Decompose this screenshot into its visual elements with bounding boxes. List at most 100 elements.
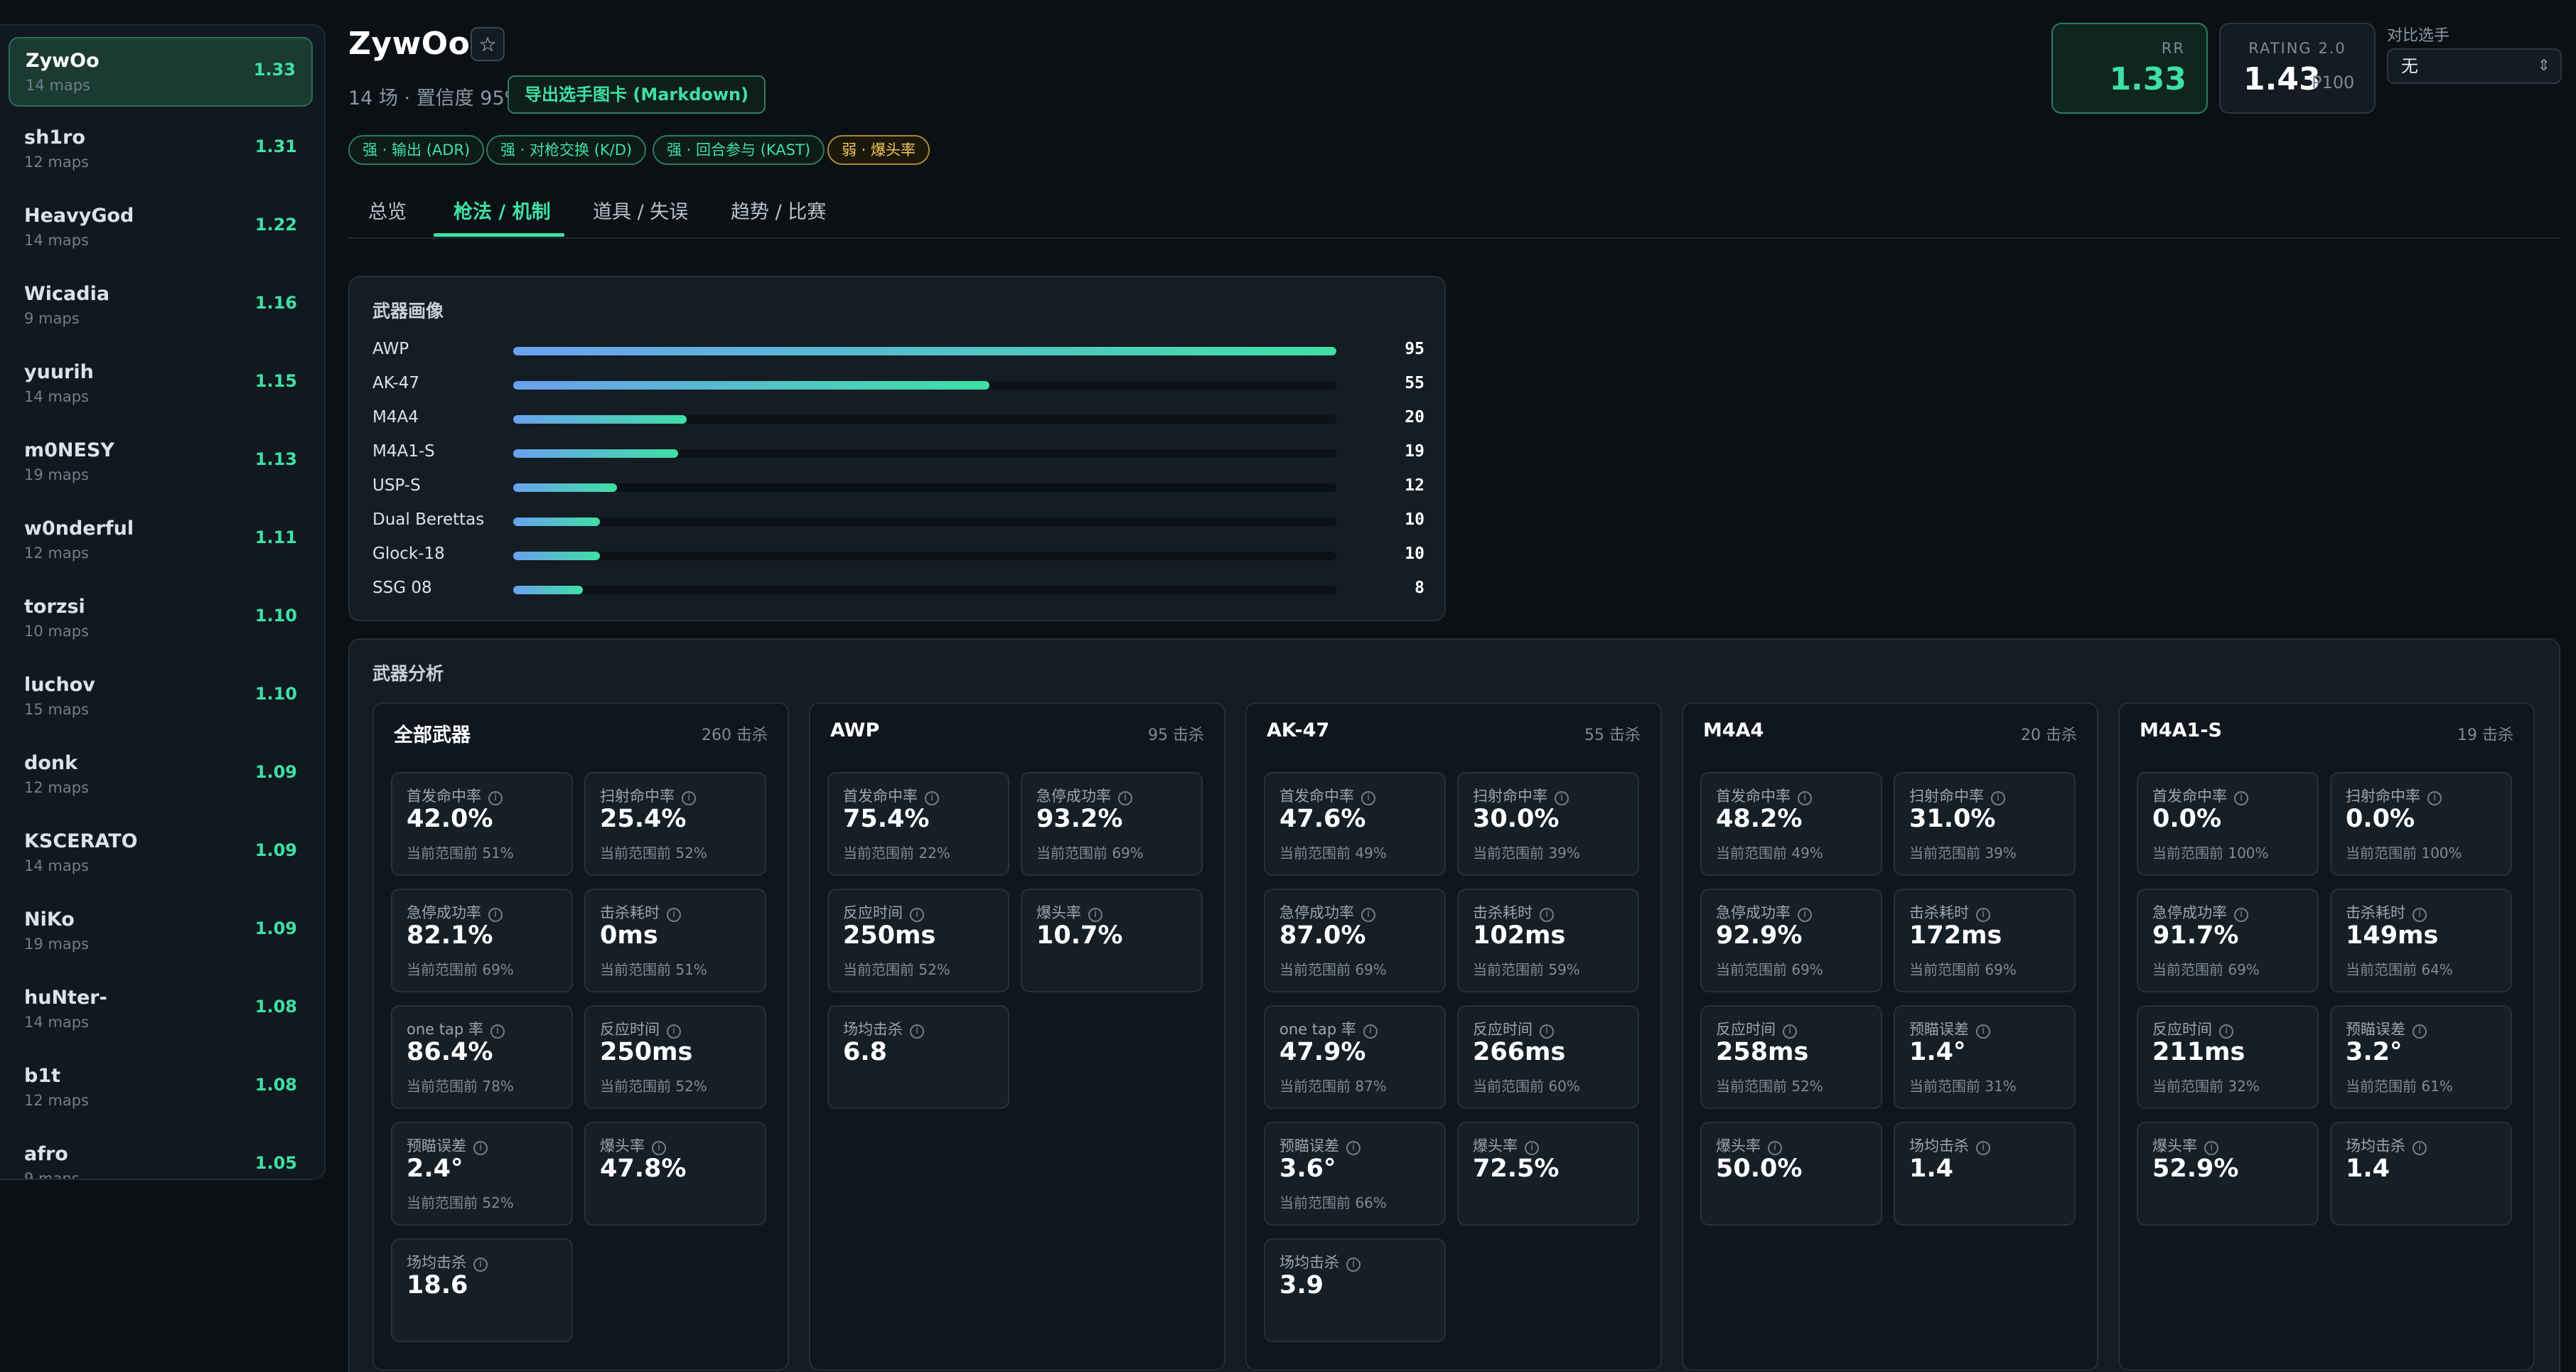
metric-percentile: 当前范围前 61%: [2346, 1078, 2453, 1095]
info-icon[interactable]: i: [1976, 1024, 1990, 1039]
metric-value: 266ms: [1473, 1038, 1566, 1066]
rr-value: 1.33: [2109, 61, 2186, 97]
tab-item[interactable]: 总览: [368, 201, 407, 223]
tab-item[interactable]: 趋势 / 比赛: [731, 201, 827, 223]
weapon-bar-row: Glock-18 10: [372, 542, 1424, 570]
info-icon[interactable]: i: [1361, 791, 1375, 805]
info-icon[interactable]: i: [1118, 791, 1132, 805]
metric-value: 25.4%: [600, 805, 687, 833]
metric-box: 预瞄误差 i 3.2° 当前范围前 61%: [2330, 1005, 2512, 1109]
metric-box: 扫射命中率 i 25.4% 当前范围前 52%: [584, 772, 766, 876]
metric-label-text: 爆头率: [2152, 1137, 2197, 1154]
metric-label-text: 爆头率: [1473, 1137, 1518, 1154]
info-icon[interactable]: i: [1540, 908, 1554, 922]
info-icon[interactable]: i: [667, 908, 681, 922]
metric-label-text: 爆头率: [600, 1137, 645, 1154]
info-icon[interactable]: i: [2234, 908, 2248, 922]
info-icon[interactable]: i: [490, 1024, 505, 1039]
sidebar-player-item[interactable]: w0nderful 12 maps 1.11: [9, 506, 313, 576]
info-icon[interactable]: i: [2413, 1141, 2427, 1155]
info-icon[interactable]: i: [910, 908, 924, 922]
metric-box: 首发命中率 i 47.6% 当前范围前 49%: [1264, 772, 1446, 876]
metric-percentile: 当前范围前 52%: [407, 1194, 514, 1211]
metric-value: 1.4°: [1909, 1038, 1966, 1066]
info-icon[interactable]: i: [1976, 908, 1990, 922]
info-icon[interactable]: i: [1363, 1024, 1378, 1039]
info-icon[interactable]: i: [1783, 1024, 1797, 1039]
weapon-card: M4A4 20 击杀 首发命中率 i 48.2% 当前范围前 49% 扫射命中率 i 31.0%…: [1682, 702, 2098, 1371]
metric-percentile: 当前范围前 69%: [1716, 961, 1823, 978]
sidebar-player-item[interactable]: torzsi 10 maps 1.10: [9, 584, 313, 654]
info-icon[interactable]: i: [1798, 908, 1812, 922]
info-icon[interactable]: i: [488, 791, 503, 805]
weapon-bar-value: 20: [1405, 408, 1424, 427]
sidebar-player-item[interactable]: NiKo 19 maps 1.09: [9, 897, 313, 967]
info-icon[interactable]: i: [1555, 791, 1569, 805]
sidebar-player-rating: 1.11: [254, 527, 297, 547]
metric-percentile: 当前范围前 52%: [600, 845, 707, 862]
info-icon[interactable]: i: [1768, 1141, 1782, 1155]
metric-value: 149ms: [2346, 921, 2439, 950]
sidebar-player-rating: 1.33: [253, 60, 296, 80]
metric-value: 172ms: [1909, 921, 2002, 950]
sidebar-player-item[interactable]: yuurih 14 maps 1.15: [9, 350, 313, 419]
tab-item[interactable]: 道具 / 失误: [593, 201, 689, 223]
metric-label-text: 首发命中率: [407, 788, 481, 805]
sidebar-player-item[interactable]: KSCERATO 14 maps 1.09: [9, 819, 313, 889]
info-icon[interactable]: i: [2413, 1024, 2427, 1039]
info-icon[interactable]: i: [1798, 791, 1812, 805]
sidebar-player-item[interactable]: afro 9 maps 1.05: [9, 1132, 313, 1179]
favorite-star-icon[interactable]: ☆: [471, 27, 505, 61]
info-icon[interactable]: i: [1346, 1258, 1361, 1272]
metric-percentile: 当前范围前 52%: [843, 961, 950, 978]
metric-box: 场均击杀 i 3.9: [1264, 1238, 1446, 1342]
info-icon[interactable]: i: [1991, 791, 2005, 805]
export-card-button[interactable]: 导出选手图卡 (Markdown): [508, 75, 766, 114]
metric-label-text: 预瞄误差: [407, 1137, 466, 1154]
info-icon[interactable]: i: [2234, 791, 2248, 805]
weapon-bar-row: USP-S 12: [372, 473, 1424, 502]
tab-item[interactable]: 枪法 / 机制: [454, 201, 551, 223]
sidebar-player-item[interactable]: Wicadia 9 maps 1.16: [9, 272, 313, 341]
sidebar-player-item[interactable]: ZywOo 14 maps 1.33: [9, 37, 313, 107]
weapon-bar-value: 10: [1405, 545, 1424, 563]
info-icon[interactable]: i: [488, 908, 503, 922]
info-icon[interactable]: i: [2219, 1024, 2233, 1039]
metric-value: 47.9%: [1279, 1038, 1366, 1066]
info-icon[interactable]: i: [2204, 1141, 2218, 1155]
info-icon[interactable]: i: [2413, 908, 2427, 922]
info-icon[interactable]: i: [473, 1258, 488, 1272]
info-icon[interactable]: i: [925, 791, 939, 805]
metric-label: 爆头率 i: [600, 1135, 666, 1156]
sidebar-player-item[interactable]: b1t 12 maps 1.08: [9, 1054, 313, 1123]
weapon-bar-fill: [513, 552, 600, 560]
info-icon[interactable]: i: [1361, 908, 1375, 922]
info-icon[interactable]: i: [1088, 908, 1102, 922]
strength-tag: 强 · 对枪交换 (K/D): [486, 135, 647, 165]
weapon-bar-row: AWP 95: [372, 337, 1424, 365]
info-icon[interactable]: i: [1525, 1141, 1539, 1155]
sidebar-player-item[interactable]: m0NESY 19 maps 1.13: [9, 428, 313, 498]
sidebar-player-item[interactable]: huNter- 14 maps 1.08: [9, 975, 313, 1045]
weapon-bar-label: Glock-18: [372, 545, 445, 563]
info-icon[interactable]: i: [1346, 1141, 1361, 1155]
info-icon[interactable]: i: [1540, 1024, 1554, 1039]
sidebar-player-maps: 12 maps: [24, 779, 89, 796]
compare-player-select[interactable]: 无 ⇕: [2387, 48, 2562, 84]
info-icon[interactable]: i: [652, 1141, 666, 1155]
metric-value: 48.2%: [1716, 805, 1803, 833]
info-icon[interactable]: i: [910, 1024, 924, 1039]
info-icon[interactable]: i: [1976, 1141, 1990, 1155]
metric-value: 2.4°: [407, 1154, 463, 1183]
info-icon[interactable]: i: [667, 1024, 681, 1039]
weapon-bar-label: M4A1-S: [372, 442, 435, 461]
sidebar-player-item[interactable]: sh1ro 12 maps 1.31: [9, 115, 313, 185]
info-icon[interactable]: i: [473, 1141, 488, 1155]
info-icon[interactable]: i: [682, 791, 696, 805]
info-icon[interactable]: i: [2427, 791, 2442, 805]
sidebar-player-item[interactable]: luchov 15 maps 1.10: [9, 663, 313, 732]
metric-label: 爆头率 i: [1716, 1135, 1782, 1156]
compare-label: 对比选手: [2387, 27, 2450, 45]
sidebar-player-item[interactable]: donk 12 maps 1.09: [9, 741, 313, 810]
sidebar-player-item[interactable]: HeavyGod 14 maps 1.22: [9, 193, 313, 263]
